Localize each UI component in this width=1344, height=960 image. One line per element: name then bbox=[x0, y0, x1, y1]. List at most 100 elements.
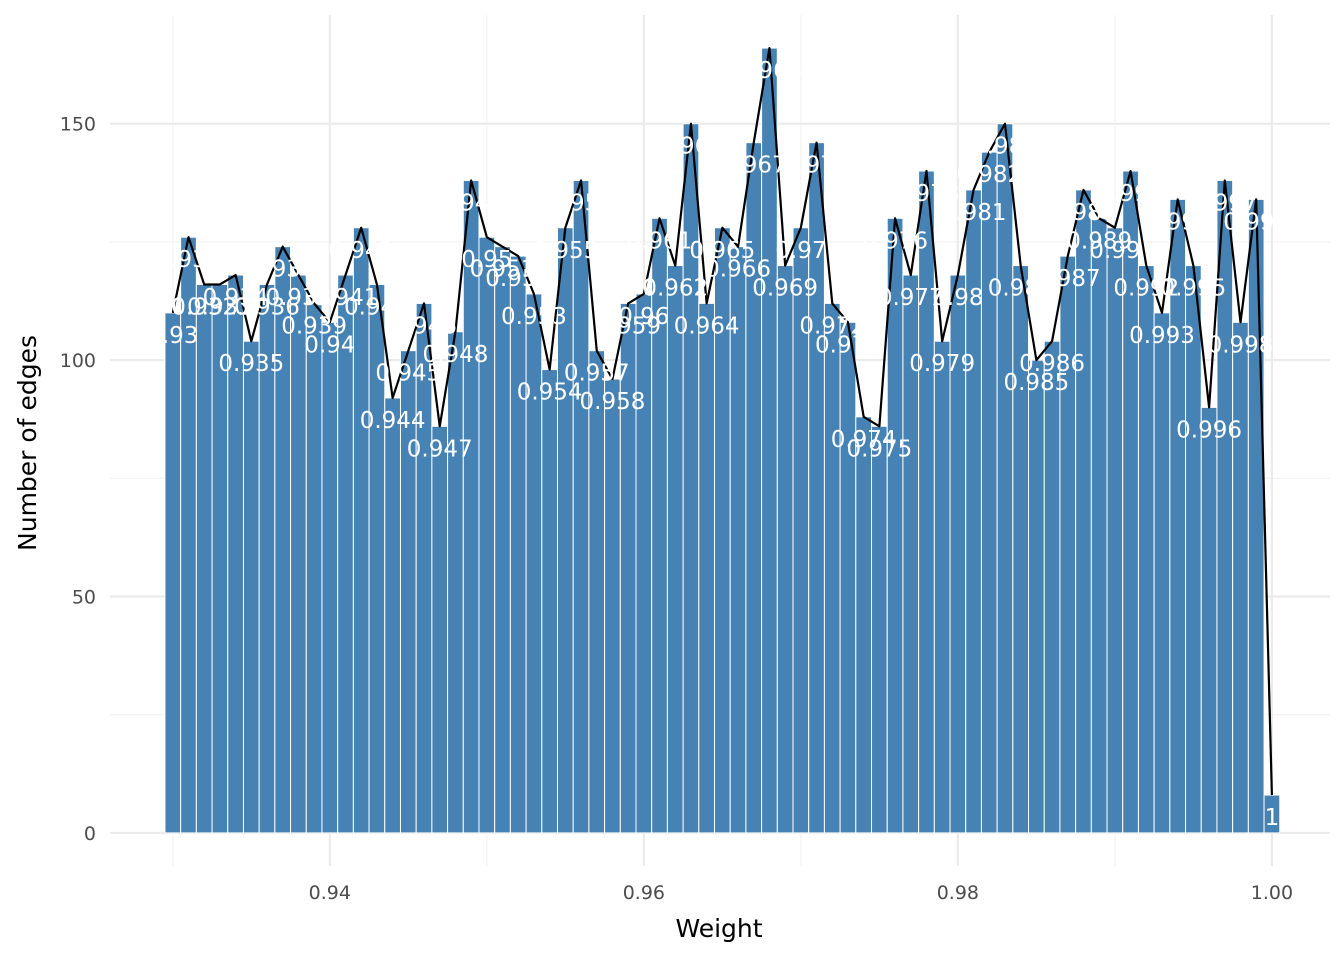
bar bbox=[666, 265, 684, 834]
bar bbox=[871, 425, 888, 834]
x-tick-label: 1.00 bbox=[1251, 882, 1293, 904]
bar-label: 0.957 bbox=[564, 361, 630, 387]
bar-label: 0.933 bbox=[187, 294, 253, 320]
bar bbox=[1122, 170, 1139, 834]
bar bbox=[494, 246, 511, 834]
bar-label: 0.969 bbox=[752, 276, 818, 302]
bar-label: 0.945 bbox=[375, 361, 441, 387]
bar-label: 0.987 bbox=[1035, 266, 1101, 292]
bar-label: 0.975 bbox=[846, 436, 912, 462]
x-axis-ticks: 0.94 0.96 0.98 1.00 bbox=[309, 882, 1293, 904]
bar-label: 0.968 bbox=[737, 58, 803, 84]
bar-label: 0.972 bbox=[799, 313, 865, 339]
bar-label: 0.959 bbox=[595, 313, 661, 339]
bar-label: 0.935 bbox=[218, 351, 284, 377]
bar-label: 0.993 bbox=[1129, 323, 1195, 349]
bar-label: 0.951 bbox=[470, 257, 536, 283]
bar-label: 0.992 bbox=[1113, 276, 1179, 302]
bar bbox=[855, 416, 873, 834]
x-axis-title: Weight bbox=[675, 914, 762, 943]
bar bbox=[839, 321, 857, 834]
bar-label: 0.94 bbox=[304, 332, 355, 358]
bar-label: 0.984 bbox=[988, 276, 1054, 302]
bar bbox=[290, 274, 307, 834]
bar-label: 0.99 bbox=[1089, 238, 1140, 264]
y-tick-label: 0 bbox=[84, 823, 96, 845]
bar-label: 0.934 bbox=[203, 285, 269, 311]
bar-label: 0.989 bbox=[1066, 228, 1132, 254]
bar-label: 0.986 bbox=[1019, 351, 1085, 377]
bar bbox=[1043, 340, 1061, 834]
y-tick-label: 100 bbox=[60, 350, 96, 372]
bar bbox=[1153, 312, 1171, 834]
bar-label: 0.983 bbox=[972, 134, 1038, 160]
y-tick-label: 150 bbox=[60, 114, 96, 136]
bar-label: 0.997 bbox=[1192, 190, 1258, 216]
trend-line bbox=[171, 46, 1273, 796]
bar-label: 0.958 bbox=[580, 389, 646, 415]
bar-label: 0.956 bbox=[548, 190, 614, 216]
bar bbox=[447, 331, 464, 834]
bar-label: 0.971 bbox=[784, 153, 850, 179]
bar-label: 0.938 bbox=[265, 285, 331, 311]
bar-label: 0.982 bbox=[956, 162, 1022, 188]
bar-label: 0.946 bbox=[391, 313, 457, 339]
bar bbox=[509, 255, 527, 834]
bar-label: 0.994 bbox=[1145, 209, 1211, 235]
bar bbox=[933, 340, 951, 834]
bar-label: 0.978 bbox=[894, 181, 960, 207]
bar bbox=[1263, 794, 1281, 834]
bar bbox=[698, 302, 716, 834]
bar-label: 0.973 bbox=[815, 332, 881, 358]
bar-label: 0.944 bbox=[360, 408, 426, 434]
bar-label: 0.974 bbox=[831, 427, 897, 453]
bar bbox=[1200, 406, 1218, 834]
bar bbox=[195, 283, 213, 834]
bar-label: 0.991 bbox=[1098, 181, 1164, 207]
bar-label: 0.963 bbox=[658, 134, 724, 160]
bar-label: 0.93 bbox=[147, 323, 198, 349]
bar-label: 0.942 bbox=[328, 238, 394, 264]
bar-label: 0.953 bbox=[501, 304, 567, 330]
bar-label: 0.999 bbox=[1223, 209, 1289, 235]
bar-label: 0.995 bbox=[1160, 276, 1226, 302]
bar-label: 0.931 bbox=[156, 247, 222, 273]
bar-label: 1 bbox=[1265, 805, 1280, 831]
bar-label: 0.943 bbox=[344, 294, 410, 320]
bar bbox=[431, 425, 449, 834]
bar-label: 0.96 bbox=[618, 304, 669, 330]
x-tick-label: 0.94 bbox=[309, 882, 351, 904]
bar bbox=[242, 340, 260, 834]
bar-label: 0.985 bbox=[1003, 370, 1069, 396]
bar bbox=[384, 397, 401, 834]
bar-label: 0.966 bbox=[705, 257, 771, 283]
bar-label: 0.981 bbox=[941, 200, 1007, 226]
bar-label: 0.967 bbox=[721, 153, 787, 179]
bar-label: 0.996 bbox=[1176, 417, 1242, 443]
bars bbox=[164, 47, 1281, 834]
bar bbox=[918, 170, 935, 834]
bar-label: 0.97 bbox=[775, 238, 826, 264]
bar bbox=[996, 123, 1014, 834]
bar-label: 0.932 bbox=[171, 294, 237, 320]
y-axis-title: Number of edges bbox=[13, 335, 42, 551]
bar bbox=[321, 321, 339, 834]
bar bbox=[823, 302, 841, 834]
bar bbox=[1232, 321, 1249, 834]
bar bbox=[1059, 255, 1077, 834]
bar bbox=[337, 274, 354, 834]
bar-label: 0.977 bbox=[878, 285, 944, 311]
bar bbox=[1028, 359, 1045, 834]
bar-label: 0.952 bbox=[485, 266, 551, 292]
bar-label: 0.998 bbox=[1208, 332, 1274, 358]
bar-label: 0.949 bbox=[438, 190, 504, 216]
bar bbox=[572, 179, 590, 834]
bar-label: 0.939 bbox=[281, 313, 347, 339]
bar-label: 0.962 bbox=[642, 276, 708, 302]
bar-label: 0.961 bbox=[627, 228, 693, 254]
bar-labels: 0.930.9310.9320.9330.9340.9350.9360.9370… bbox=[147, 58, 1289, 831]
bar bbox=[1137, 265, 1155, 834]
bar bbox=[980, 151, 998, 834]
bar-label: 0.937 bbox=[250, 257, 316, 283]
bar-label: 0.976 bbox=[862, 228, 928, 254]
